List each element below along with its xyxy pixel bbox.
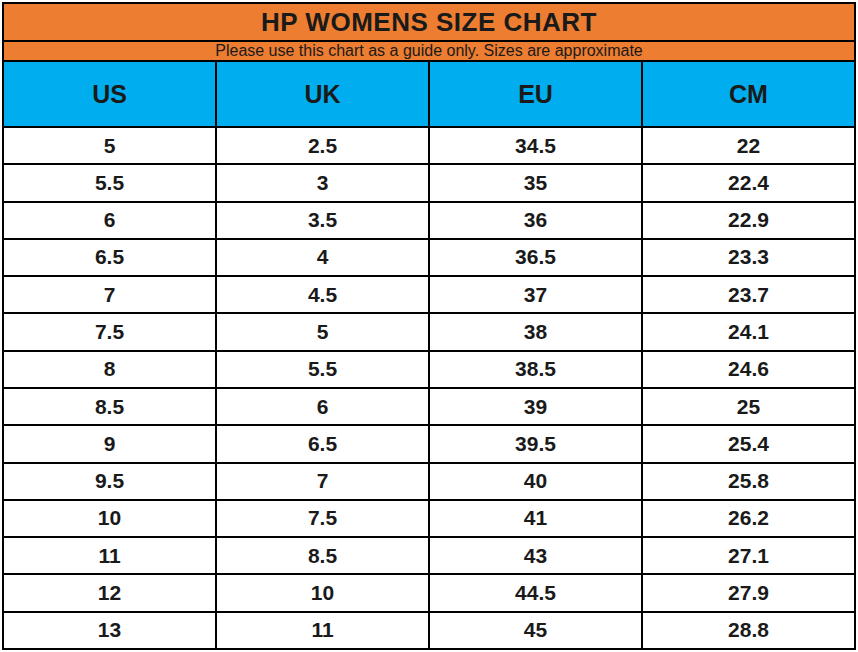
table-row: 9.574025.8 (3, 463, 855, 500)
table-cell: 24.6 (642, 351, 855, 388)
table-cell: 40 (429, 463, 642, 500)
table-cell: 23.3 (642, 239, 855, 276)
table-cell: 25.8 (642, 463, 855, 500)
subtitle-row: Please use this chart as a guide only. S… (3, 41, 855, 61)
table-cell: 6 (216, 388, 429, 425)
table-cell: 27.9 (642, 574, 855, 611)
table-cell: 22.9 (642, 202, 855, 239)
table-cell: 5 (3, 127, 216, 164)
column-header-us: US (3, 61, 216, 127)
table-cell: 38 (429, 313, 642, 350)
table-cell: 13 (3, 612, 216, 649)
table-cell: 11 (3, 537, 216, 574)
table-cell: 6.5 (216, 425, 429, 462)
table-cell: 23.7 (642, 276, 855, 313)
table-cell: 45 (429, 612, 642, 649)
table-cell: 8 (3, 351, 216, 388)
table-cell: 10 (3, 500, 216, 537)
table-cell: 6 (3, 202, 216, 239)
table-cell: 22 (642, 127, 855, 164)
size-chart-table: HP WOMENS SIZE CHART Please use this cha… (2, 2, 856, 650)
table-cell: 7.5 (216, 500, 429, 537)
table-cell: 25.4 (642, 425, 855, 462)
table-cell: 44.5 (429, 574, 642, 611)
table-cell: 36 (429, 202, 642, 239)
table-cell: 5 (216, 313, 429, 350)
table-row: 6.5436.523.3 (3, 239, 855, 276)
table-cell: 2.5 (216, 127, 429, 164)
table-cell: 39.5 (429, 425, 642, 462)
table-cell: 5.5 (3, 164, 216, 201)
table-cell: 34.5 (429, 127, 642, 164)
table-row: 13114528.8 (3, 612, 855, 649)
table-cell: 25 (642, 388, 855, 425)
chart-title: HP WOMENS SIZE CHART (3, 3, 855, 41)
table-cell: 4 (216, 239, 429, 276)
table-cell: 11 (216, 612, 429, 649)
table-cell: 35 (429, 164, 642, 201)
column-header-cm: CM (642, 61, 855, 127)
column-header-row: US UK EU CM (3, 61, 855, 127)
table-cell: 39 (429, 388, 642, 425)
size-table-body: 52.534.5225.533522.463.53622.96.5436.523… (3, 127, 855, 649)
table-row: 121044.527.9 (3, 574, 855, 611)
table-row: 7.553824.1 (3, 313, 855, 350)
chart-subtitle: Please use this chart as a guide only. S… (3, 41, 855, 61)
table-cell: 37 (429, 276, 642, 313)
table-cell: 8.5 (3, 388, 216, 425)
table-cell: 38.5 (429, 351, 642, 388)
table-row: 8.563925 (3, 388, 855, 425)
table-cell: 6.5 (3, 239, 216, 276)
table-cell: 4.5 (216, 276, 429, 313)
table-row: 96.539.525.4 (3, 425, 855, 462)
table-cell: 7.5 (3, 313, 216, 350)
table-cell: 41 (429, 500, 642, 537)
table-cell: 9 (3, 425, 216, 462)
table-row: 5.533522.4 (3, 164, 855, 201)
table-cell: 7 (3, 276, 216, 313)
table-cell: 28.8 (642, 612, 855, 649)
size-chart-sheet: HP WOMENS SIZE CHART Please use this cha… (0, 0, 858, 652)
table-cell: 7 (216, 463, 429, 500)
table-row: 52.534.522 (3, 127, 855, 164)
table-cell: 43 (429, 537, 642, 574)
table-cell: 8.5 (216, 537, 429, 574)
table-row: 107.54126.2 (3, 500, 855, 537)
title-row: HP WOMENS SIZE CHART (3, 3, 855, 41)
table-cell: 3.5 (216, 202, 429, 239)
column-header-eu: EU (429, 61, 642, 127)
table-cell: 26.2 (642, 500, 855, 537)
table-row: 85.538.524.6 (3, 351, 855, 388)
table-row: 74.53723.7 (3, 276, 855, 313)
table-cell: 10 (216, 574, 429, 611)
table-cell: 3 (216, 164, 429, 201)
table-cell: 24.1 (642, 313, 855, 350)
table-cell: 9.5 (3, 463, 216, 500)
table-cell: 27.1 (642, 537, 855, 574)
table-cell: 22.4 (642, 164, 855, 201)
table-row: 63.53622.9 (3, 202, 855, 239)
table-cell: 12 (3, 574, 216, 611)
table-cell: 36.5 (429, 239, 642, 276)
table-row: 118.54327.1 (3, 537, 855, 574)
table-cell: 5.5 (216, 351, 429, 388)
column-header-uk: UK (216, 61, 429, 127)
